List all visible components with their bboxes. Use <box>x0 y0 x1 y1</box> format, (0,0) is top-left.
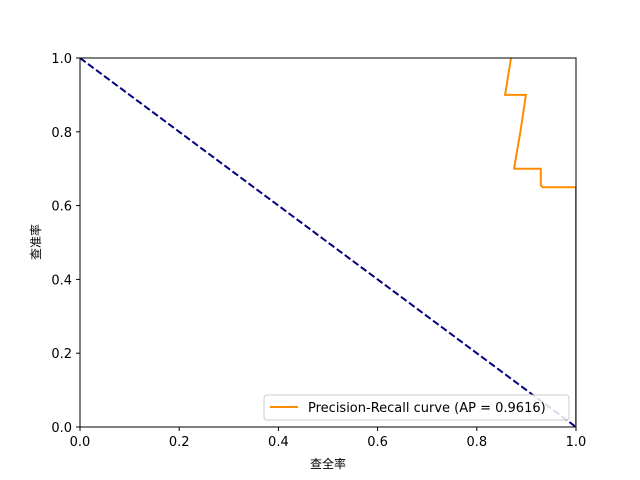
y-tick-label: 0.0 <box>51 421 72 436</box>
legend: Precision-Recall curve (AP = 0.9616) <box>263 394 570 421</box>
y-axis-label: 查准率 <box>28 224 43 260</box>
x-tick-label: 0.0 <box>70 435 91 450</box>
x-axis-label: 查全率 <box>310 456 346 471</box>
x-axis: 0.0 0.2 0.4 0.6 0.8 1.0 <box>70 427 587 450</box>
legend-label: Precision-Recall curve (AP = 0.9616) <box>308 401 546 416</box>
x-tick-label: 0.8 <box>466 435 487 450</box>
y-tick-label: 0.8 <box>51 126 72 141</box>
plot-frame <box>79 57 577 428</box>
y-tick-label: 1.0 <box>51 52 72 67</box>
series-layer <box>80 58 576 427</box>
precision-recall-curve <box>503 58 576 427</box>
y-axis: 0.0 0.2 0.4 0.6 0.8 1.0 <box>51 52 80 436</box>
x-tick-label: 0.6 <box>367 435 388 450</box>
legend-box <box>263 394 570 421</box>
x-tick-label: 1.0 <box>566 435 587 450</box>
x-tick-label: 0.2 <box>169 435 190 450</box>
y-tick-label: 0.2 <box>51 347 72 362</box>
y-tick-label: 0.6 <box>51 200 72 215</box>
diagonal-reference-line <box>80 58 576 427</box>
y-tick-label: 0.4 <box>51 273 72 288</box>
x-tick-label: 0.4 <box>268 435 289 450</box>
